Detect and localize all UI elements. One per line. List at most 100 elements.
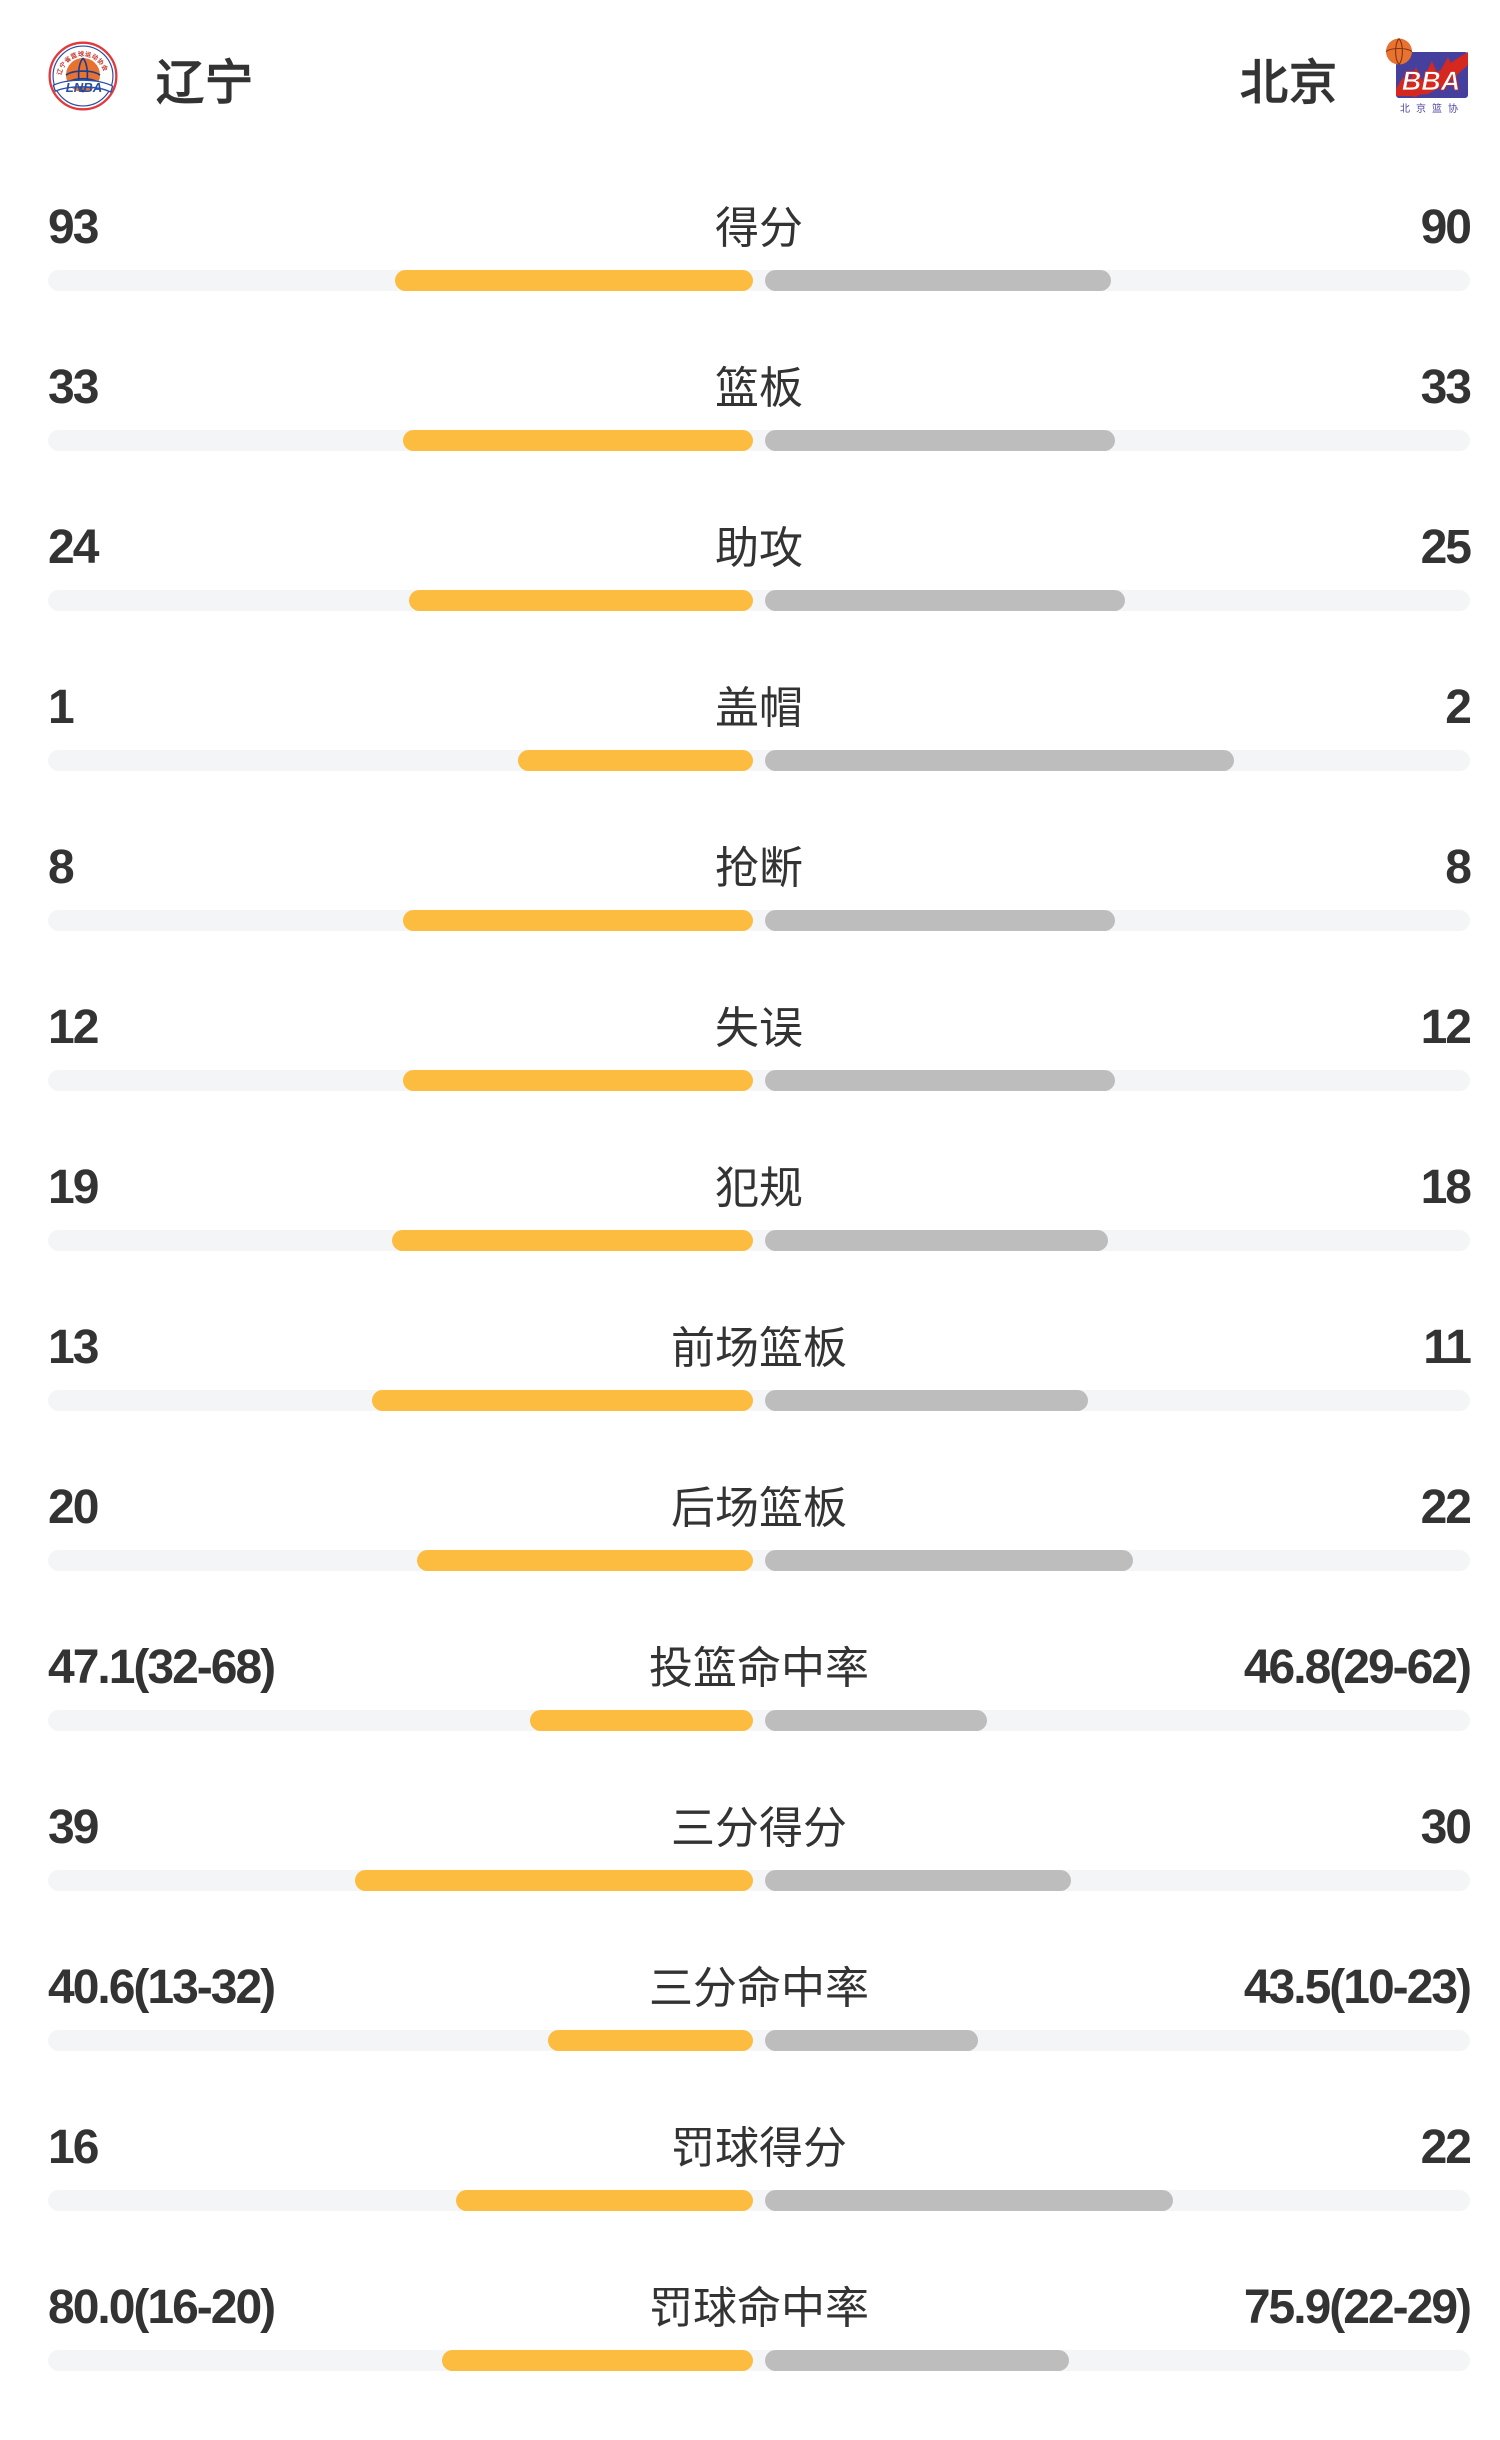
stat-away-value: 30 — [1420, 1801, 1472, 1854]
stat-label: 投篮命中率 — [649, 1644, 869, 1693]
stat-away-value: 46.8(29-62) — [1243, 1641, 1472, 1694]
stat-bar-track — [48, 910, 1470, 931]
stat-label: 助攻 — [715, 524, 803, 573]
stat-line: 12 失误 12 — [48, 1000, 1472, 1056]
stat-row: 1 盖帽 2 — [48, 680, 1472, 840]
stat-home-value: 47.1(32-68) — [48, 1641, 276, 1694]
svg-text:北京篮协: 北京篮协 — [1400, 102, 1464, 115]
stat-away-value: 11 — [1423, 1321, 1472, 1374]
stat-label: 抢断 — [715, 844, 803, 893]
stat-away-value: 43.5(10-23) — [1243, 1961, 1472, 2014]
stat-label: 失误 — [715, 1004, 803, 1053]
stat-home-value: 93 — [48, 201, 99, 254]
stat-away-value: 90 — [1420, 201, 1472, 254]
stat-bar-away — [765, 590, 1125, 611]
stat-row: 40.6(13-32) 三分命中率 43.5(10-23) — [48, 1960, 1472, 2120]
stat-home-value: 80.0(16-20) — [48, 2281, 276, 2334]
stat-line: 16 罚球得分 22 — [48, 2120, 1472, 2176]
stat-bar-away — [765, 1390, 1088, 1411]
home-team: 辽宁省篮球运动协会 LNBA 辽宁 — [48, 40, 255, 116]
stat-bar-track — [48, 1710, 1470, 1731]
stat-away-value: 33 — [1420, 361, 1472, 414]
stat-bar-home — [417, 1550, 753, 1571]
stat-bar-track — [48, 2030, 1470, 2051]
stat-bar-home — [391, 1230, 753, 1251]
stat-bar-home — [403, 1070, 753, 1091]
stat-bar-away — [765, 1710, 987, 1731]
stat-line: 19 犯规 18 — [48, 1160, 1472, 1216]
stat-bar-track — [48, 430, 1470, 451]
stat-bar-track — [48, 1230, 1470, 1251]
stat-bar-away — [765, 270, 1111, 291]
stat-row: 12 失误 12 — [48, 1000, 1472, 1160]
stat-bar-home — [455, 2190, 753, 2211]
stat-bar-away — [765, 1550, 1134, 1571]
stat-away-value: 2 — [1445, 681, 1472, 734]
stat-label: 罚球命中率 — [649, 2284, 869, 2333]
stat-bar-home — [354, 1870, 753, 1891]
stat-line: 33 篮板 33 — [48, 360, 1472, 416]
stat-line: 80.0(16-20) 罚球命中率 75.9(22-29) — [48, 2280, 1472, 2336]
stat-bar-away — [765, 1870, 1071, 1891]
stat-bar-away — [765, 1070, 1115, 1091]
away-team: 北京 BBA 北京篮协 — [1240, 37, 1470, 120]
stat-away-value: 25 — [1420, 521, 1472, 574]
stat-home-value: 20 — [48, 1481, 99, 1534]
stat-away-value: 18 — [1420, 1161, 1472, 1214]
stat-label: 三分得分 — [671, 1804, 847, 1853]
stat-row: 93 得分 90 — [48, 200, 1472, 360]
home-team-name: 辽宁 — [156, 57, 255, 110]
stat-row: 19 犯规 18 — [48, 1160, 1472, 1320]
stat-bar-track — [48, 1070, 1470, 1091]
stat-label: 犯规 — [715, 1164, 803, 1213]
stat-bar-home — [518, 750, 753, 771]
stat-line: 24 助攻 25 — [48, 520, 1472, 576]
stat-bar-away — [765, 2030, 979, 2051]
stat-away-value: 22 — [1420, 1481, 1472, 1534]
stat-row: 80.0(16-20) 罚球命中率 75.9(22-29) — [48, 2280, 1472, 2440]
stat-bar-away — [765, 1230, 1108, 1251]
stat-label: 篮板 — [715, 364, 803, 413]
stat-bar-track — [48, 750, 1470, 771]
stat-home-value: 1 — [48, 681, 75, 734]
stat-line: 1 盖帽 2 — [48, 680, 1472, 736]
stat-bar-home — [548, 2030, 753, 2051]
stat-home-value: 12 — [48, 1001, 99, 1054]
stat-bar-away — [765, 2350, 1070, 2371]
stat-bar-track — [48, 1550, 1470, 1571]
stat-bar-home — [394, 270, 753, 291]
stat-row: 8 抢断 8 — [48, 840, 1472, 1000]
stat-bar-track — [48, 270, 1470, 291]
stat-home-value: 24 — [48, 521, 99, 574]
stat-bar-track — [48, 1390, 1470, 1411]
stat-away-value: 12 — [1420, 1001, 1472, 1054]
stat-bar-track — [48, 590, 1470, 611]
stat-line: 93 得分 90 — [48, 200, 1472, 256]
stat-bar-home — [371, 1390, 753, 1411]
stat-home-value: 13 — [48, 1321, 99, 1374]
stat-bar-home — [529, 1710, 753, 1731]
svg-text:LNBA: LNBA — [66, 80, 102, 95]
stat-line: 13 前场篮板 11 — [48, 1320, 1472, 1376]
stat-line: 40.6(13-32) 三分命中率 43.5(10-23) — [48, 1960, 1472, 2016]
stat-bar-home — [403, 910, 753, 931]
stat-bar-away — [765, 750, 1235, 771]
svg-text:BBA: BBA — [1402, 66, 1461, 96]
stat-label: 三分命中率 — [649, 1964, 869, 2013]
stat-bar-track — [48, 2350, 1470, 2371]
stat-bar-track — [48, 1870, 1470, 1891]
stat-label: 盖帽 — [715, 684, 803, 733]
stat-bar-home — [403, 430, 753, 451]
stat-row: 16 罚球得分 22 — [48, 2120, 1472, 2280]
stat-bar-away — [765, 910, 1115, 931]
stats-list: 93 得分 90 33 篮板 33 24 助攻 25 — [48, 200, 1472, 2440]
stat-row: 13 前场篮板 11 — [48, 1320, 1472, 1480]
stat-home-value: 40.6(13-32) — [48, 1961, 276, 2014]
stat-row: 39 三分得分 30 — [48, 1800, 1472, 1960]
stat-bar-away — [765, 2190, 1174, 2211]
stat-label: 后场篮板 — [671, 1484, 847, 1533]
stat-label: 前场篮板 — [671, 1324, 847, 1373]
stat-away-value: 75.9(22-29) — [1243, 2281, 1472, 2334]
stat-bar-away — [765, 430, 1115, 451]
